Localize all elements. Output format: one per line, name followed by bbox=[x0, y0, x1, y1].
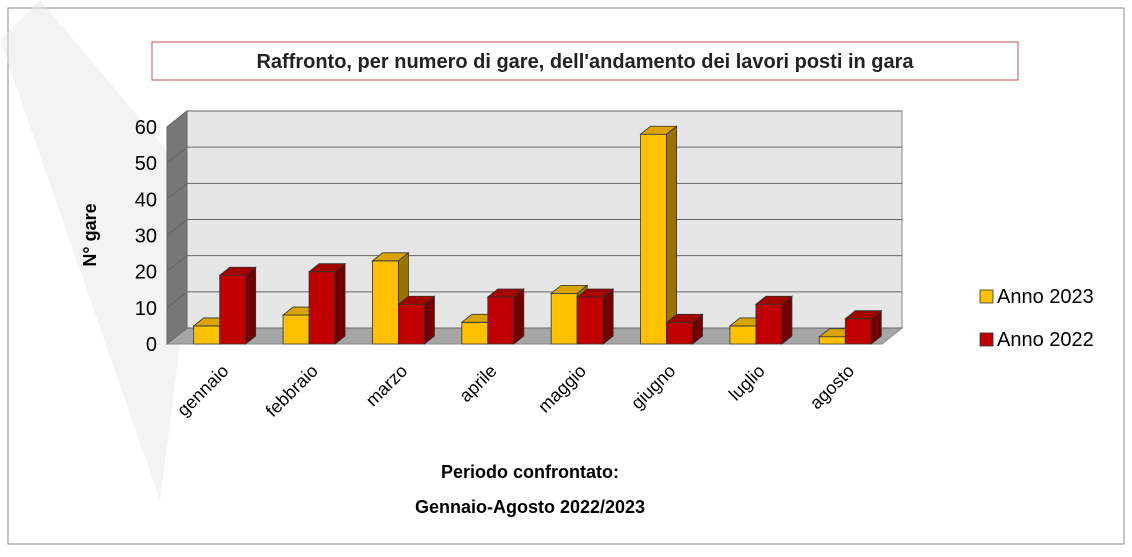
bar-face bbox=[602, 288, 614, 345]
bar bbox=[844, 309, 883, 345]
y-tick-label: 20 bbox=[135, 262, 157, 284]
x-axis-label: Periodo confrontato: bbox=[441, 462, 619, 482]
bar bbox=[639, 125, 678, 345]
grid-line bbox=[166, 110, 902, 128]
legend-swatch bbox=[979, 289, 994, 304]
x-axis-label: Gennaio-Agosto 2022/2023 bbox=[415, 497, 645, 517]
bar-face bbox=[398, 303, 425, 345]
y-tick-label: 30 bbox=[135, 226, 157, 248]
bar bbox=[307, 262, 347, 345]
bar-face bbox=[754, 295, 794, 305]
bar-face bbox=[307, 263, 347, 273]
legend-label: Anno 2022 bbox=[997, 329, 1094, 351]
bar-face bbox=[334, 262, 346, 345]
legend-label: Anno 2023 bbox=[997, 286, 1094, 308]
bar-face bbox=[818, 336, 846, 345]
bar-face bbox=[461, 321, 489, 345]
bar-face bbox=[665, 313, 704, 323]
y-axis-label: N° gare bbox=[80, 203, 100, 266]
bar-face bbox=[666, 321, 693, 345]
bar-face bbox=[640, 133, 667, 345]
bar-face bbox=[844, 318, 872, 345]
bar bbox=[397, 295, 436, 345]
bar-face bbox=[666, 125, 677, 345]
legend-swatch bbox=[979, 332, 994, 347]
bar-face bbox=[245, 266, 257, 345]
bar-face bbox=[755, 303, 783, 345]
bar-face bbox=[372, 260, 399, 345]
bar-face bbox=[550, 292, 578, 345]
bar-face bbox=[729, 325, 757, 345]
y-tick-label: 60 bbox=[135, 117, 157, 139]
bar-face bbox=[576, 288, 615, 298]
watermark bbox=[0, 0, 200, 500]
bar-face bbox=[282, 314, 310, 345]
title-box bbox=[151, 41, 1019, 81]
bar bbox=[754, 295, 794, 345]
bar-face bbox=[219, 274, 247, 345]
bar-face bbox=[513, 288, 525, 345]
bar-face bbox=[639, 125, 678, 135]
bar-face bbox=[844, 310, 883, 320]
bar bbox=[486, 288, 525, 345]
y-tick-label: 50 bbox=[135, 153, 157, 175]
bar bbox=[665, 313, 704, 345]
bar bbox=[576, 288, 615, 345]
bar bbox=[218, 266, 257, 345]
bar-face bbox=[397, 295, 436, 305]
y-tick-label: 10 bbox=[135, 298, 157, 320]
bar-face bbox=[193, 325, 221, 345]
bar-face bbox=[308, 271, 336, 345]
y-tick-label: 40 bbox=[135, 189, 157, 211]
bar-face bbox=[487, 296, 515, 345]
chart-title: Raffronto, per numero di gare, dell'anda… bbox=[256, 51, 914, 73]
bar-face bbox=[486, 288, 525, 298]
bar-face bbox=[576, 296, 604, 345]
bar-face bbox=[218, 266, 257, 276]
bar-face bbox=[550, 284, 589, 294]
y-tick-label: 0 bbox=[146, 334, 157, 356]
bar-face bbox=[371, 252, 410, 262]
